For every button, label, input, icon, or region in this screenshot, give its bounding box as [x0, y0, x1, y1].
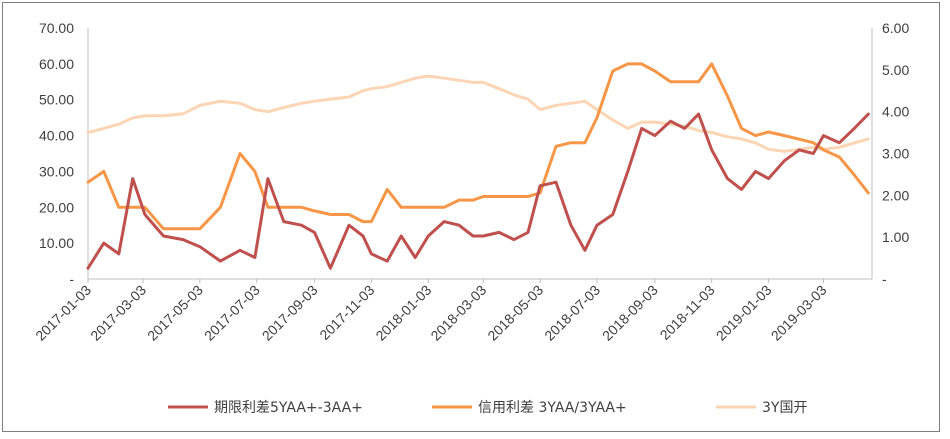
right-tick-label: - — [882, 271, 887, 287]
series-layer — [86, 62, 870, 270]
x-tick-label: 2018-11-03 — [657, 282, 718, 343]
series-line-2 — [86, 74, 870, 153]
legend: 期限利差5YAA+-3AA+ 信用利差 3YAA/3YAA+ 3Y国开 — [168, 400, 807, 416]
series-line-1 — [86, 62, 870, 231]
x-tick-label: 2018-07-03 — [541, 282, 603, 344]
x-axis: 2017-01-032017-03-032017-05-032017-07-03… — [32, 279, 830, 344]
x-tick-label: 2018-03-03 — [427, 282, 489, 344]
right-tick-label: 4.00 — [882, 104, 909, 120]
right-tick-label: 6.00 — [882, 20, 909, 36]
right-axis: - 1.00 2.00 3.00 4.00 5.00 6.00 — [882, 20, 909, 287]
x-tick-label: 2017-03-03 — [87, 282, 149, 344]
x-tick-label: 2017-01-03 — [32, 282, 94, 344]
x-tick-label: 2018-01-03 — [372, 282, 434, 344]
left-tick-label: 40.00 — [39, 128, 74, 144]
left-tick-label: 50.00 — [39, 92, 74, 108]
plot-area — [87, 28, 873, 280]
left-axis: - 10.00 20.00 30.00 40.00 50.00 60.00 70.00 — [39, 20, 74, 287]
x-tick-label: 2019-01-03 — [713, 282, 775, 344]
chart-frame — [2, 2, 940, 432]
legend-label-0: 期限利差5YAA+-3AA+ — [214, 400, 363, 416]
legend-label-1: 信用利差 3YAA/3YAA+ — [478, 400, 627, 416]
x-tick-label: 2017-11-03 — [316, 282, 377, 343]
left-tick-label: 60.00 — [39, 56, 74, 72]
left-tick-label: - — [69, 271, 74, 287]
left-tick-label: 70.00 — [39, 20, 74, 36]
x-tick-label: 2019-03-03 — [768, 282, 830, 344]
x-tick-label: 2017-07-03 — [201, 282, 263, 344]
right-tick-label: 5.00 — [882, 62, 909, 78]
right-tick-label: 3.00 — [882, 146, 909, 162]
left-tick-label: 20.00 — [39, 199, 74, 215]
right-tick-label: 2.00 — [882, 187, 909, 203]
x-tick-label: 2018-09-03 — [599, 282, 661, 344]
x-tick-label: 2017-09-03 — [259, 282, 321, 344]
left-tick-label: 10.00 — [39, 235, 74, 251]
legend-label-2: 3Y国开 — [762, 400, 807, 416]
x-tick-label: 2018-05-03 — [484, 282, 546, 344]
series-line-0 — [86, 112, 870, 270]
x-tick-label: 2017-05-03 — [144, 282, 206, 344]
right-tick-label: 1.00 — [882, 229, 909, 245]
left-tick-label: 30.00 — [39, 163, 74, 179]
